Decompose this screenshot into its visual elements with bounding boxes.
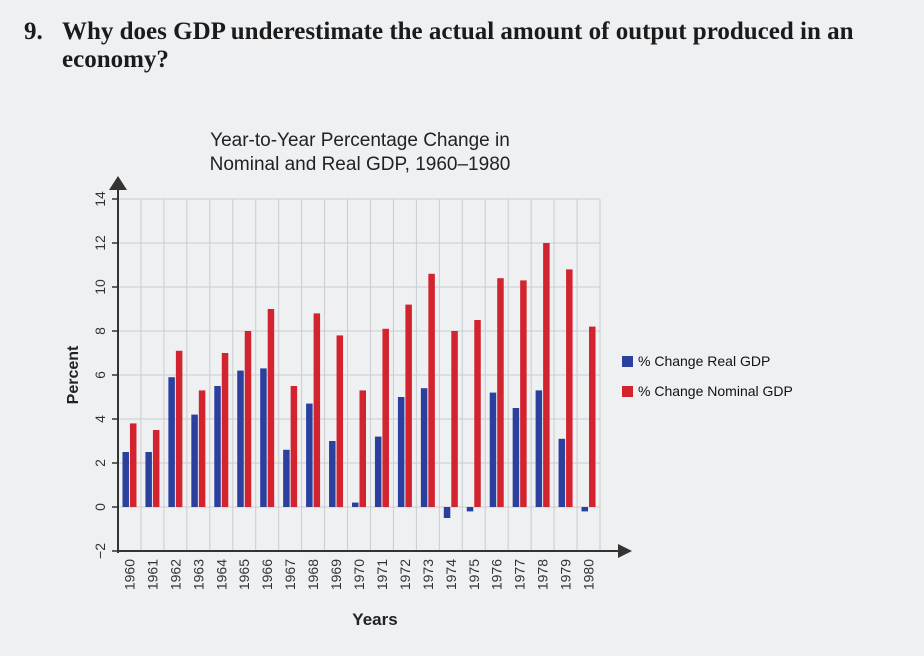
bar-nominal-gdp (520, 280, 527, 507)
bar-nominal-gdp (244, 331, 252, 507)
x-tick-label: 1975 (466, 559, 482, 590)
bar-nominal-gdp (566, 269, 573, 507)
bar-nominal-gdp (175, 350, 183, 507)
bar-real-gdp (237, 370, 244, 507)
x-tick-label: 1971 (374, 559, 390, 590)
chart-legend: % Change Real GDP % Change Nominal GDP (622, 353, 793, 399)
bar-real-gdp (535, 390, 543, 507)
bar-real-gdp (581, 507, 589, 512)
chart-axis-labels: Percent Years (65, 345, 398, 629)
bar-nominal-gdp (474, 320, 481, 507)
bar-real-gdp (397, 397, 405, 507)
chart-bars (122, 243, 596, 518)
legend-swatch (622, 356, 633, 367)
y-tick-label: 12 (92, 235, 108, 251)
bar-nominal-gdp (543, 243, 550, 507)
bar-nominal-gdp (405, 304, 412, 507)
x-tick-label: 1976 (489, 559, 505, 590)
chart-title: Year-to-Year Percentage Change in Nominal… (210, 130, 511, 175)
bar-nominal-gdp (313, 313, 321, 507)
y-tick-label: 10 (92, 279, 108, 295)
x-tick-label: 1973 (420, 559, 436, 590)
legend-label: % Change Real GDP (638, 353, 770, 369)
x-axis-label: Years (352, 610, 397, 629)
y-tick-label: 6 (92, 371, 108, 379)
bar-real-gdp (191, 414, 198, 507)
legend-label: % Change Nominal GDP (638, 383, 793, 399)
bar-nominal-gdp (428, 273, 435, 507)
bar-real-gdp (374, 436, 382, 507)
bar-nominal-gdp (129, 423, 137, 507)
bar-nominal-gdp (589, 326, 596, 507)
bar-nominal-gdp (221, 353, 229, 507)
bar-real-gdp (329, 441, 336, 507)
bar-nominal-gdp (497, 278, 504, 507)
bar-real-gdp (489, 392, 497, 507)
bar-real-gdp (168, 377, 175, 507)
y-tick-label: 8 (92, 327, 108, 335)
bar-nominal-gdp (336, 335, 344, 507)
chart-title-line: Year-to-Year Percentage Change in (210, 130, 510, 151)
y-tick-label: 4 (92, 415, 108, 423)
bar-real-gdp (443, 507, 451, 518)
y-tick-label: 0 (92, 503, 108, 511)
x-tick-label: 1967 (282, 559, 298, 590)
bar-nominal-gdp (152, 430, 160, 507)
x-axis-arrow (618, 544, 632, 558)
y-tick-label: 14 (92, 191, 108, 207)
chart-axes (109, 176, 632, 558)
y-tick-label: 2 (92, 459, 108, 467)
x-tick-label: 1972 (397, 559, 413, 590)
question-text: Why does GDP underestimate the actual am… (62, 18, 854, 73)
bar-real-gdp (306, 403, 313, 507)
bar-nominal-gdp (359, 390, 366, 507)
x-tick-label: 1970 (351, 559, 367, 590)
x-tick-label: 1978 (535, 559, 551, 590)
x-tick-label: 1964 (213, 559, 229, 590)
x-tick-label: 1974 (443, 559, 459, 590)
bar-real-gdp (512, 408, 520, 507)
x-tick-label: 1966 (259, 559, 275, 590)
y-axis-label: Percent (65, 345, 82, 404)
x-tick-label: 1977 (512, 559, 528, 590)
y-axis-arrow (109, 176, 127, 190)
bar-nominal-gdp (198, 390, 206, 507)
bar-real-gdp (420, 388, 428, 507)
x-tick-label: 1969 (328, 559, 344, 590)
y-tick-label: −2 (92, 543, 108, 559)
bar-real-gdp (466, 507, 474, 512)
bar-nominal-gdp (382, 328, 389, 507)
legend-swatch (622, 386, 633, 397)
chart-tick-labels: −2 0 2 4 6 8 10 12 14 1960 1961 1962 1963 1964 1965 196… (92, 191, 597, 590)
bar-real-gdp (352, 502, 359, 507)
x-tick-label: 1962 (167, 559, 183, 590)
question-number: 9. (24, 18, 43, 45)
x-tick-label: 1965 (236, 559, 252, 590)
bar-real-gdp (260, 368, 267, 507)
bar-real-gdp (122, 452, 129, 507)
x-tick-label: 1980 (581, 559, 597, 590)
bar-real-gdp (145, 452, 152, 507)
chart-title-line: Nominal and Real GDP, 1960–1980 (210, 154, 511, 175)
x-tick-label: 1961 (144, 559, 160, 590)
bar-real-gdp (558, 438, 566, 507)
x-tick-label: 1979 (558, 559, 574, 590)
bar-real-gdp (283, 449, 290, 507)
bar-nominal-gdp (290, 386, 298, 507)
bar-nominal-gdp (267, 309, 275, 507)
bar-real-gdp (214, 386, 221, 507)
x-tick-label: 1960 (121, 559, 137, 590)
chart-grid (117, 198, 601, 552)
x-tick-label: 1968 (305, 559, 321, 590)
bar-nominal-gdp (451, 331, 458, 507)
x-tick-label: 1963 (190, 559, 206, 590)
